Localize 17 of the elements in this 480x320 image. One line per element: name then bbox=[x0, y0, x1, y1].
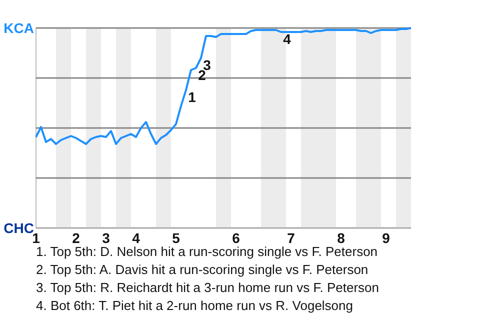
x-tick-label: 1 bbox=[32, 230, 40, 246]
text: 2. Top 5th: A. Davis hit a run-scoring single vs F. Peterson bbox=[36, 262, 368, 277]
x-tick-label: 8 bbox=[337, 230, 346, 246]
text: CHC bbox=[4, 220, 34, 236]
x-tick-label: 9 bbox=[382, 230, 390, 246]
ref-line-label: KCA bbox=[4, 20, 34, 36]
x-tick-label: 3 bbox=[102, 230, 110, 246]
x-tick-label: 2 bbox=[72, 230, 80, 246]
x-tick-label: 7 bbox=[287, 230, 296, 246]
x-tick-label: 4 bbox=[132, 230, 140, 246]
text: 1. Top 5th: D. Nelson hit a run-scoring single vs F. Peterson bbox=[36, 244, 378, 259]
annotation: 4 bbox=[283, 31, 292, 47]
text: 4. Bot 6th: T. Piet hit a 2-run home run vs R. Vogelsong bbox=[36, 298, 353, 313]
x-tick-label: 6 bbox=[232, 230, 240, 246]
x-tick-label: 5 bbox=[172, 230, 180, 246]
text: 3. Top 5th: R. Reichardt hit a 3-run home run vs F. Peterson bbox=[36, 280, 379, 295]
annotation: 1 bbox=[188, 89, 196, 105]
